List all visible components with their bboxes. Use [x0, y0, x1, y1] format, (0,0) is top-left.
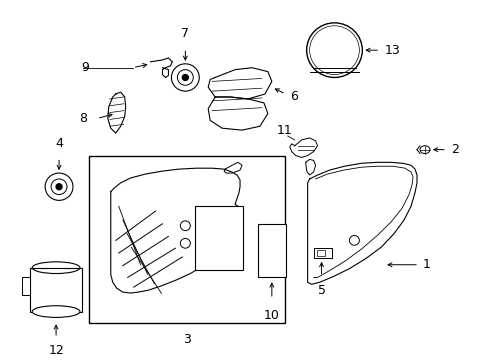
Text: 12: 12: [48, 344, 64, 357]
Text: 6: 6: [290, 90, 297, 103]
Circle shape: [182, 75, 188, 80]
Circle shape: [56, 184, 62, 190]
Text: 11: 11: [277, 123, 293, 137]
Bar: [22, 278, 30, 295]
Bar: [258, 224, 286, 278]
Text: 8: 8: [79, 112, 87, 125]
Text: 7: 7: [181, 27, 189, 40]
Ellipse shape: [32, 306, 80, 318]
Text: 3: 3: [183, 333, 191, 346]
Text: 4: 4: [55, 137, 63, 150]
Text: 9: 9: [81, 61, 89, 74]
Text: 13: 13: [384, 44, 400, 57]
Text: 5: 5: [318, 284, 325, 297]
Bar: [30, 268, 82, 311]
Bar: [196, 206, 243, 270]
Text: 2: 2: [451, 143, 459, 156]
Text: 10: 10: [264, 309, 280, 321]
Bar: [314, 248, 332, 258]
Text: 1: 1: [423, 258, 431, 271]
Bar: [317, 250, 324, 256]
Bar: [89, 156, 285, 323]
